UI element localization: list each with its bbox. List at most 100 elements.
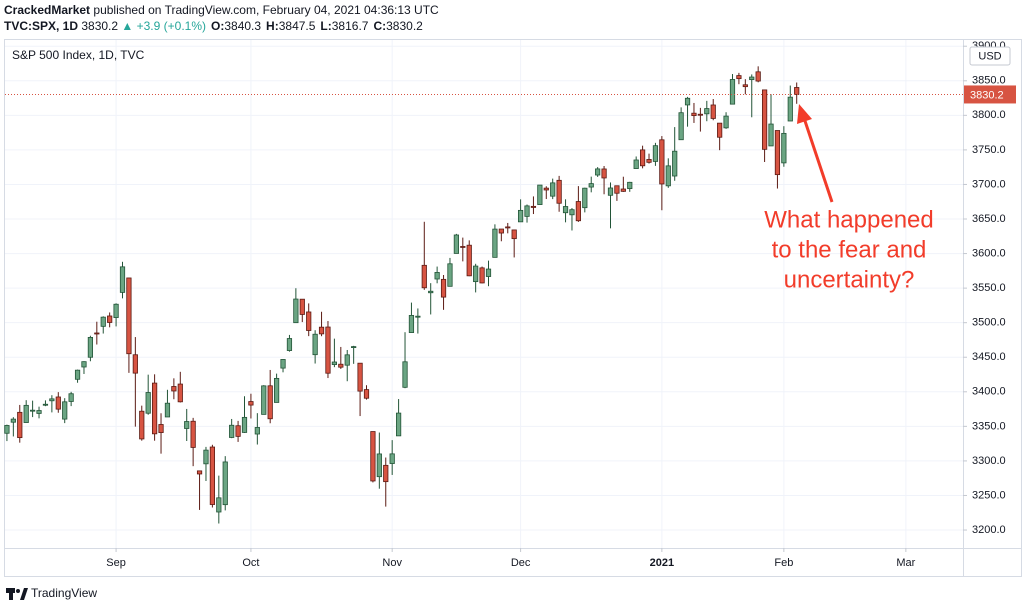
candle-body — [408, 315, 415, 333]
candle-body — [357, 362, 363, 392]
candle-body — [254, 427, 260, 435]
annotation-line: uncertainty? — [784, 266, 915, 293]
candle-body — [132, 354, 138, 374]
candle-body — [10, 418, 16, 423]
x-tick-label: Mar — [896, 557, 915, 569]
candle-body — [126, 277, 132, 355]
candle-body — [530, 205, 537, 208]
published: published on TradingView.com, February 0… — [93, 3, 439, 17]
last-price: 3830.2 — [81, 19, 118, 33]
candle-body — [351, 346, 357, 348]
candle-body — [100, 316, 106, 327]
candle-body — [428, 290, 434, 294]
candle-body — [479, 267, 485, 284]
candle-body — [222, 461, 228, 506]
change: ▲ +3.9 (+0.1%) — [121, 19, 206, 33]
publish-line: CrackedMarket published on TradingView.c… — [4, 3, 439, 17]
candle-body — [652, 145, 659, 162]
candle-body — [755, 71, 761, 82]
candle-body — [582, 187, 588, 209]
ohlc-label: L: — [320, 19, 331, 33]
annotation-arrow — [802, 117, 834, 203]
candle-body — [370, 431, 376, 482]
candle-body — [717, 122, 723, 138]
candle-body — [286, 338, 293, 351]
candle-body — [190, 420, 196, 448]
candle-body — [723, 115, 729, 129]
candle-body — [203, 449, 209, 465]
candle-body — [107, 315, 113, 323]
x-tick-label: Oct — [242, 557, 259, 569]
candle-body — [55, 396, 61, 410]
candle-body — [691, 112, 697, 117]
candle-body — [402, 361, 408, 388]
candle-body — [209, 446, 215, 505]
candle-body — [447, 263, 453, 287]
candle-body — [177, 383, 183, 403]
brand: TradingView — [31, 586, 97, 600]
candle-body — [466, 244, 472, 277]
candle-body — [440, 278, 447, 298]
y-tick-label: 3600.0 — [972, 247, 1006, 259]
y-tick-label: 3500.0 — [972, 317, 1006, 329]
candle-body — [562, 206, 569, 214]
candle-body — [23, 404, 29, 423]
y-tick-label: 3800.0 — [972, 109, 1006, 121]
currency-box — [969, 46, 1011, 66]
ohlc-value: 3840.3 — [224, 19, 261, 33]
candle-body — [787, 96, 793, 122]
x-tick-label: 2021 — [650, 557, 674, 569]
candle-body — [781, 132, 787, 164]
candle-body — [196, 470, 203, 475]
candle-body — [768, 123, 774, 147]
candle-body — [81, 361, 87, 368]
y-tick-label: 3200.0 — [972, 524, 1006, 536]
candle-body — [325, 326, 331, 374]
candle-body — [94, 332, 100, 335]
logo-part — [20, 588, 28, 600]
candle-body — [511, 229, 517, 240]
candle-body — [306, 311, 312, 331]
y-tick-label: 3250.0 — [972, 489, 1006, 501]
y-tick-label: 3400.0 — [972, 386, 1006, 398]
candle-body — [505, 226, 511, 229]
candle-body — [453, 234, 459, 254]
candle-body — [729, 79, 736, 105]
candle-body — [145, 392, 151, 414]
candle-body — [248, 401, 254, 406]
candle-body — [575, 201, 581, 222]
candle-body — [588, 183, 594, 188]
candle-body — [678, 112, 684, 141]
candle-body — [363, 389, 370, 399]
chart-frame — [4, 39, 1022, 577]
candle-body — [274, 377, 280, 403]
candle-body — [492, 228, 498, 258]
ohlc-value: 3816.7 — [332, 19, 369, 33]
candle-body — [158, 424, 164, 433]
candle-body — [293, 298, 299, 324]
ohlc-label: H: — [266, 19, 279, 33]
y-tick-label: 3350.0 — [972, 420, 1006, 432]
y-tick-label: 3700.0 — [972, 178, 1006, 190]
y-tick-label: 3850.0 — [972, 75, 1006, 87]
candle-body — [704, 108, 710, 115]
logo-part — [6, 588, 15, 593]
candle-body — [485, 268, 492, 277]
candle-body — [543, 187, 549, 191]
candle-body — [517, 209, 524, 223]
candle-body — [607, 187, 614, 196]
candle-body — [537, 184, 543, 205]
candle-body — [396, 412, 402, 437]
x-tick-label: Nov — [382, 557, 402, 569]
candle-body — [774, 130, 781, 176]
candle-body — [318, 326, 325, 335]
candle-body — [119, 266, 126, 293]
candle-body — [672, 150, 678, 177]
candle-body — [659, 139, 665, 185]
candle-body — [742, 84, 748, 88]
candle-body — [633, 159, 639, 169]
y-tick-label: 3650.0 — [972, 213, 1006, 225]
candle-body — [68, 393, 74, 402]
candle-body — [383, 464, 389, 483]
